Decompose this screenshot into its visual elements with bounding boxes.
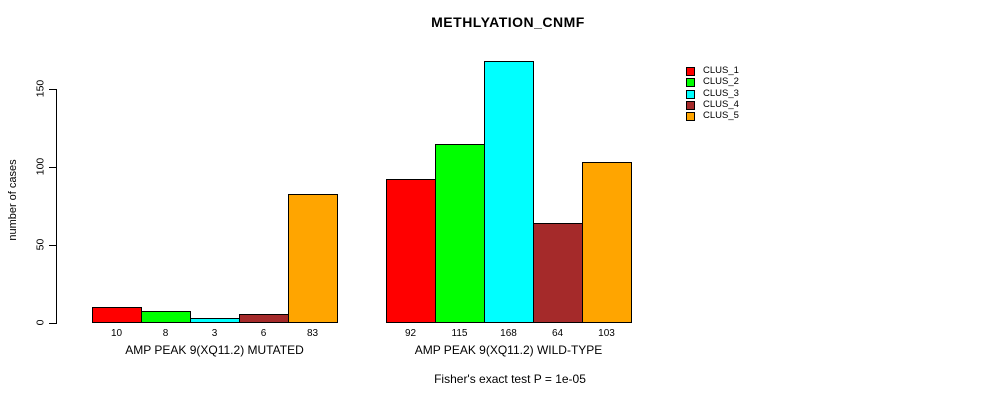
legend-swatch-clus_2 [686,78,695,87]
legend-label-clus_1: CLUS_1 [703,65,739,76]
y-tick-mark [49,89,56,90]
y-tick-label: 50 [34,238,47,251]
y-tick-mark [49,167,56,168]
legend-label-clus_4: CLUS_4 [703,99,739,110]
bar-clus_4-group2 [533,223,583,323]
bar-value-label: 115 [451,328,468,339]
bar-clus_1-group1 [92,307,142,323]
bar-value-label: 92 [404,328,417,339]
bar-clus_2-group1 [141,311,191,323]
x-group-label: AMP PEAK 9(XQ11.2) MUTATED [125,343,304,357]
bar-value-label: 8 [162,328,169,339]
bar-value-label: 6 [260,328,267,339]
chart-title: METHLYATION_CNMF [431,14,585,30]
bar-clus_3-group2 [484,61,534,323]
bar-clus_2-group2 [435,144,485,323]
legend-swatch-clus_1 [686,67,695,76]
legend-swatch-clus_3 [686,90,695,99]
y-tick-label: 100 [34,157,47,176]
bar-clus_5-group1 [288,194,338,323]
y-tick-mark [49,323,56,324]
legend-label-clus_2: CLUS_2 [703,76,739,87]
legend-label-clus_3: CLUS_3 [703,88,739,99]
bar-clus_5-group2 [582,162,632,323]
y-axis-line [56,89,57,324]
bar-clus_1-group2 [386,179,436,323]
bar-value-label: 168 [500,328,517,339]
bar-clus_4-group1 [239,314,289,323]
bar-value-label: 83 [306,328,319,339]
bar-value-label: 10 [110,328,123,339]
y-axis-label: number of cases [7,159,19,241]
bar-clus_3-group1 [190,318,240,323]
bar-value-label: 103 [598,328,615,339]
bar-value-label: 64 [551,328,564,339]
y-tick-label: 0 [34,319,47,326]
bar-value-label: 3 [211,328,218,339]
legend-swatch-clus_4 [686,101,695,110]
x-group-label: AMP PEAK 9(XQ11.2) WILD-TYPE [414,343,603,357]
legend-label-clus_5: CLUS_5 [703,110,739,121]
y-tick-label: 150 [34,79,47,98]
fisher-test-caption: Fisher's exact test P = 1e-05 [434,372,586,386]
legend-swatch-clus_5 [686,112,695,121]
y-tick-mark [49,245,56,246]
